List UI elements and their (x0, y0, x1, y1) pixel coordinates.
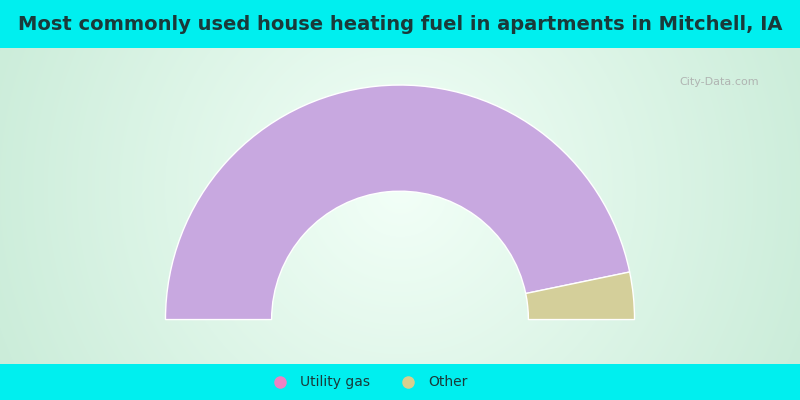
Wedge shape (526, 272, 634, 320)
Text: Utility gas: Utility gas (300, 375, 370, 389)
Text: City-Data.com: City-Data.com (679, 77, 759, 87)
Text: Most commonly used house heating fuel in apartments in Mitchell, IA: Most commonly used house heating fuel in… (18, 16, 782, 34)
Wedge shape (166, 85, 630, 320)
Text: Other: Other (428, 375, 467, 389)
